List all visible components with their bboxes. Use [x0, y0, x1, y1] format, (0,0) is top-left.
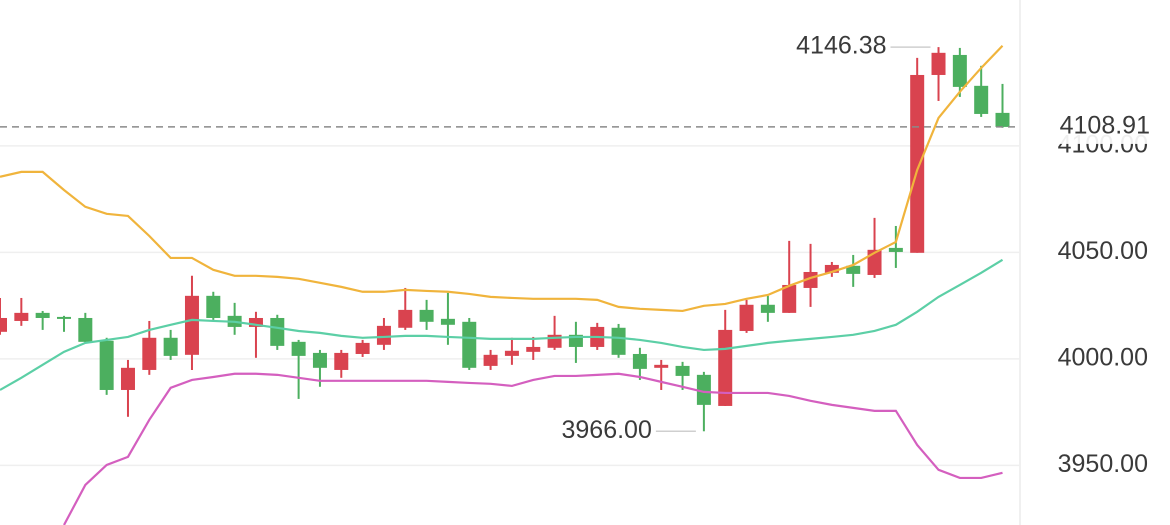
candle-body — [632, 353, 647, 369]
candle-body — [824, 264, 839, 273]
candle-body — [248, 317, 263, 327]
candle-body — [355, 342, 370, 354]
candle-body — [910, 74, 925, 253]
candle-body — [888, 247, 903, 252]
candle-body — [952, 54, 967, 87]
annotation-label: 3966.00 — [562, 416, 652, 444]
candle-body — [14, 312, 29, 321]
candle-body — [35, 312, 50, 318]
candle-body — [974, 85, 989, 114]
indicator-line — [63, 372, 1003, 525]
y-tick-label: 4050.00 — [1058, 237, 1148, 265]
candle-body — [654, 364, 669, 368]
candle-body — [718, 329, 733, 406]
candle-body — [440, 318, 455, 325]
indicator-line — [0, 45, 1004, 313]
candle-body — [504, 350, 519, 356]
candle-body — [78, 317, 93, 342]
candle-body — [270, 317, 285, 346]
candle-body — [120, 367, 135, 390]
candle-body — [739, 304, 754, 331]
candle-body — [995, 112, 1010, 127]
candle-body — [312, 352, 327, 368]
candle-body — [206, 295, 221, 318]
candle-body — [291, 341, 306, 356]
candle-body — [931, 52, 946, 75]
candle-body — [184, 295, 199, 355]
indicator-line — [0, 258, 1004, 391]
candle-body — [334, 352, 349, 370]
candle-body — [696, 374, 711, 405]
candle-body — [419, 309, 434, 322]
candle-body — [867, 249, 882, 275]
candle-body — [142, 337, 157, 370]
candle-body — [846, 265, 861, 274]
candle-body — [0, 317, 7, 332]
candle-body — [99, 340, 114, 390]
annotation-label: 4146.38 — [796, 32, 886, 60]
last-price-box — [1028, 109, 1170, 144]
candle-body — [526, 346, 541, 352]
y-tick-label: 3950.00 — [1058, 450, 1148, 478]
candle-body — [163, 337, 178, 356]
last-price-label: 4108.91 — [1060, 112, 1150, 140]
candle-body — [483, 354, 498, 366]
candle-body — [611, 327, 626, 355]
candle-body — [760, 304, 775, 313]
candle-body — [376, 325, 391, 345]
candle-body — [398, 309, 413, 328]
candle-body — [462, 321, 477, 368]
candle-body — [56, 316, 71, 319]
plot-area — [0, 45, 1020, 525]
candle-body — [675, 365, 690, 376]
y-tick-label: 4000.00 — [1058, 343, 1148, 371]
candle-body — [782, 284, 797, 313]
